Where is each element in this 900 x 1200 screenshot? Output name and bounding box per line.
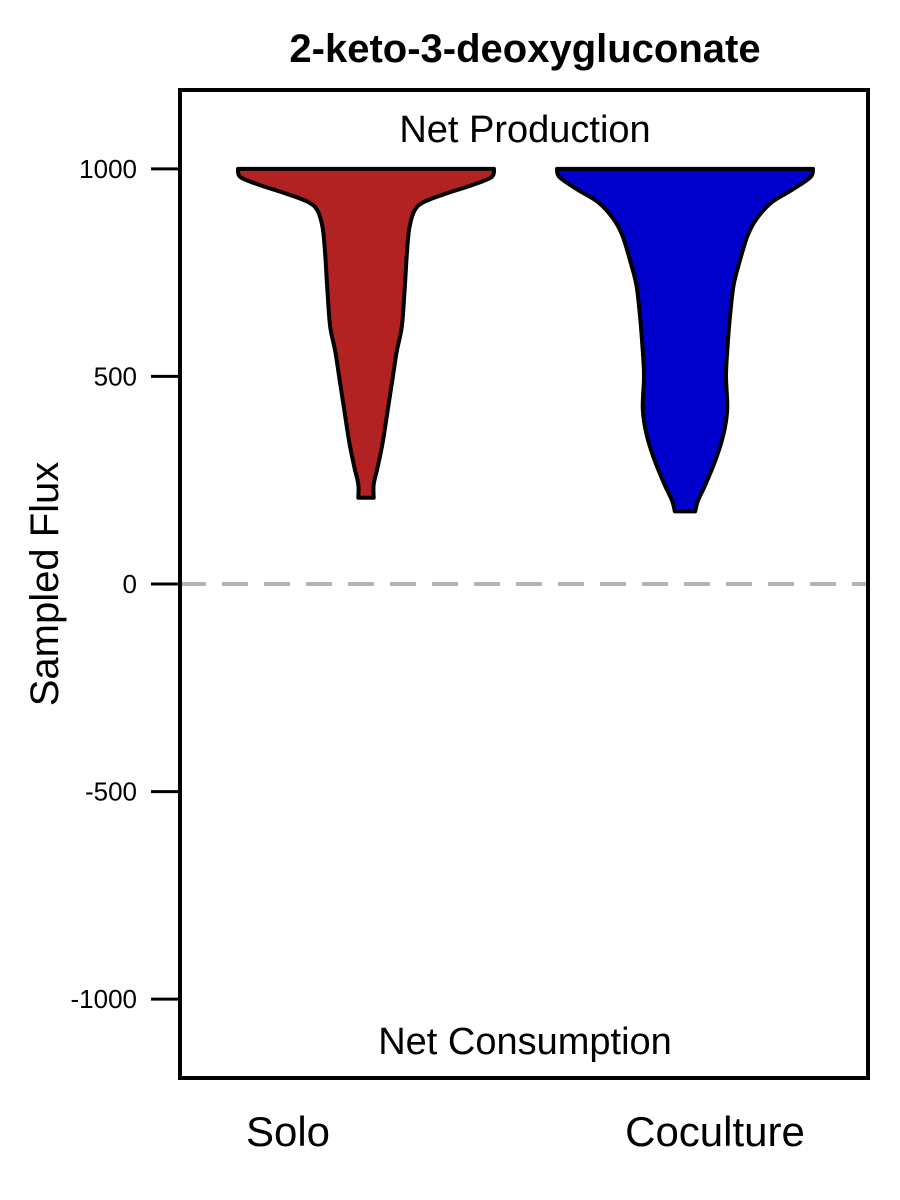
y-tick-label: 0 bbox=[123, 569, 137, 599]
x-axis: Solo Coculture bbox=[246, 1108, 805, 1155]
x-tick-label-solo: Solo bbox=[246, 1108, 330, 1155]
y-tick-label: -1000 bbox=[71, 984, 138, 1014]
violin-coculture bbox=[555, 166, 815, 514]
net-production-label: Net Production bbox=[399, 109, 650, 151]
x-tick-label-coculture: Coculture bbox=[625, 1108, 805, 1155]
y-tick-label: -500 bbox=[85, 777, 137, 807]
y-axis: 1000 500 0 -500 -1000 bbox=[71, 154, 180, 1014]
chart-title: 2-keto-3-deoxygluconate bbox=[289, 27, 760, 71]
y-tick-label: 1000 bbox=[79, 154, 137, 184]
violin-solo bbox=[235, 166, 497, 500]
y-axis-label: Sampled Flux bbox=[23, 462, 67, 707]
violins bbox=[235, 166, 815, 514]
net-consumption-label: Net Consumption bbox=[378, 1021, 672, 1063]
y-tick-label: 500 bbox=[94, 361, 137, 391]
